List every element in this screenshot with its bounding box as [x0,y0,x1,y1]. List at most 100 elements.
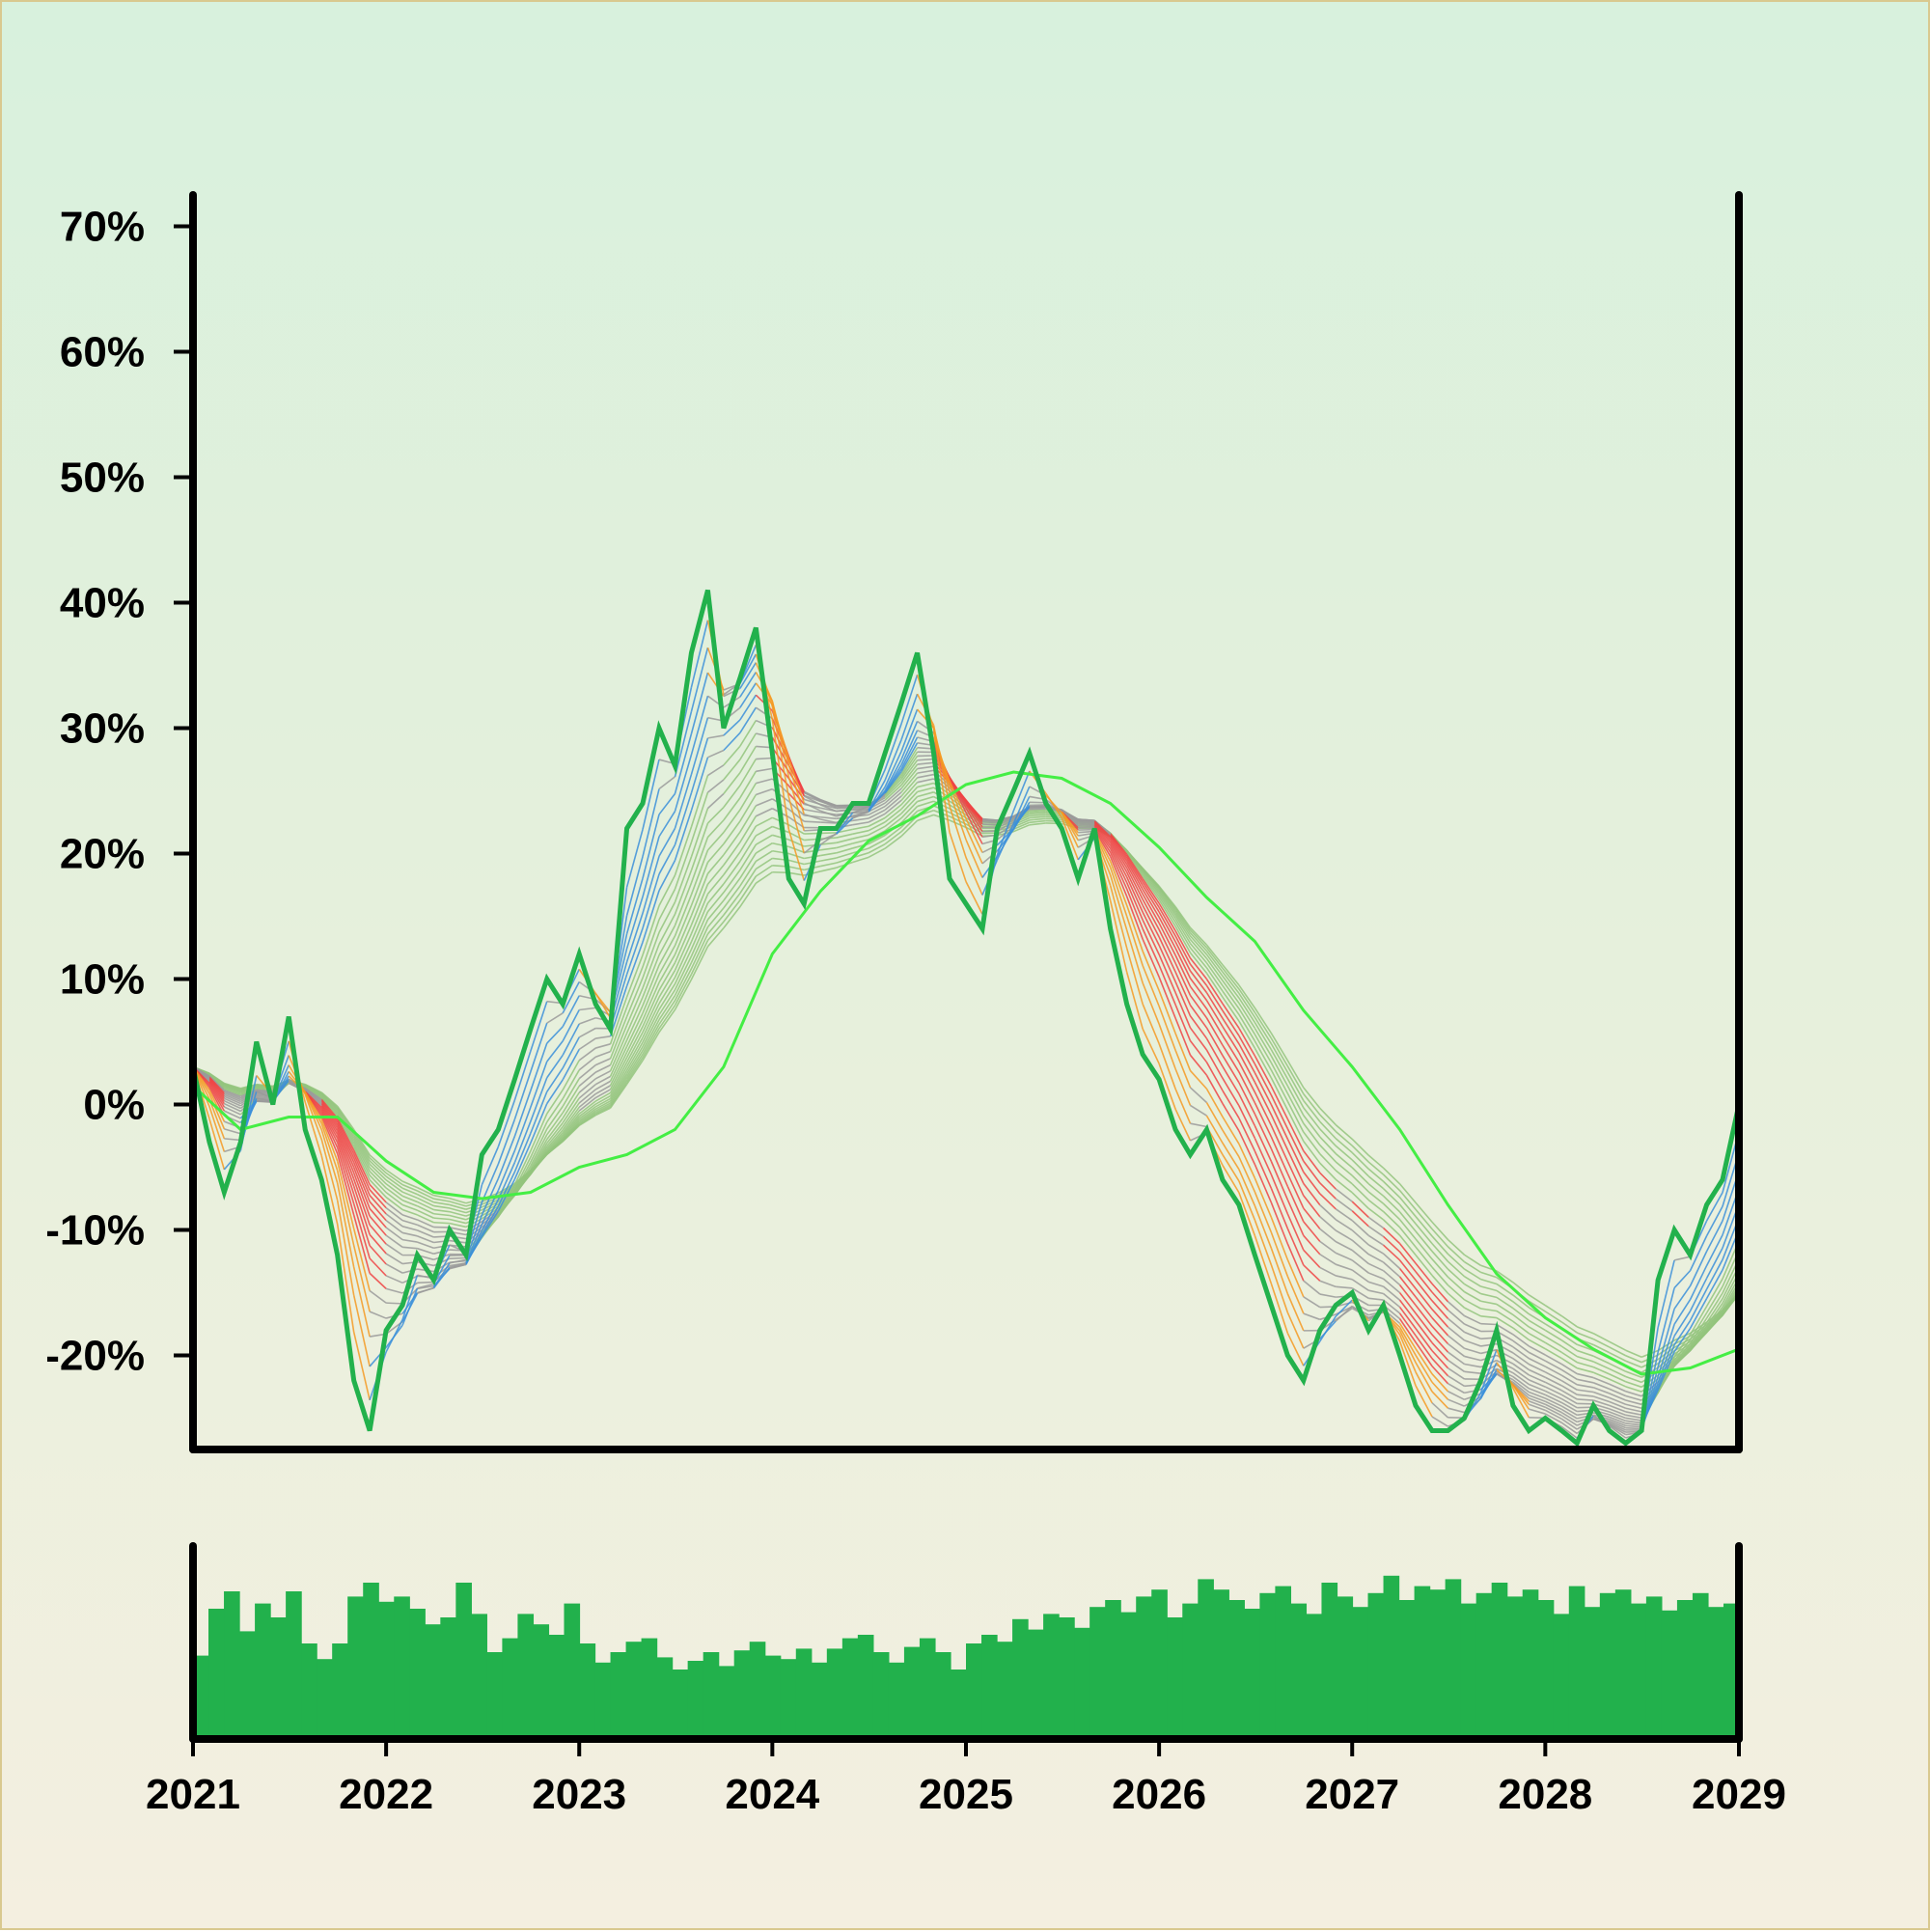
ribbon-segment [1432,1374,1448,1392]
ribbon-segment [1384,1262,1400,1277]
ribbon-segment [837,853,853,858]
ribbon-segment [1368,1155,1383,1168]
ribbon-segment [450,1224,466,1228]
volume-bar [440,1617,456,1739]
ribbon-segment [1448,1261,1464,1277]
ribbon-segment [837,834,853,838]
ribbon-segment [417,1249,433,1255]
x-tick-label: 2024 [725,1771,819,1818]
ribbon-segment [918,766,934,768]
volume-bar [626,1642,643,1739]
ribbon-segment [1577,1394,1593,1396]
ribbon-segment [853,826,868,829]
ribbon-segment [1626,1415,1641,1418]
ribbon-segment [1384,1220,1400,1235]
ribbon-segment [627,955,643,998]
ribbon-segment [1223,1143,1239,1169]
ribbon-segment [1030,813,1046,814]
volume-bar [1074,1628,1090,1739]
ribbon-segment [1320,1255,1336,1264]
ribbon-segment [1464,1292,1480,1302]
ribbon-segment [707,750,723,757]
ribbon-segment [579,1018,595,1024]
ribbon-segment [417,1206,433,1214]
ribbon-segment [1223,1130,1239,1157]
ribbon-segment [707,893,723,912]
ribbon-segment [1030,823,1046,825]
y-tick-label: 50% [60,455,145,502]
volume-bar [1461,1604,1477,1739]
ribbon-segment [918,787,934,791]
ribbon-segment [627,942,643,986]
ribbon-segment [1304,1250,1320,1267]
volume-bar [409,1609,426,1739]
ribbon-segment [1561,1369,1577,1379]
ribbon-segment [1464,1356,1480,1360]
ribbon-segment [1448,1399,1464,1406]
ribbon-segment [1143,1004,1159,1043]
volume-bar [580,1643,596,1739]
ribbon-segment [1626,1382,1641,1388]
volume-bar [1476,1593,1493,1739]
ribbon-segment [224,1139,240,1141]
ribbon-segment [1320,1281,1336,1286]
ribbon-segment [1368,1162,1383,1174]
ribbon-segment [918,779,934,783]
volume-bar [1321,1583,1337,1739]
volume-bar [1708,1607,1724,1739]
ribbon-segment [675,870,691,915]
ribbon-segment [1464,1300,1480,1309]
ribbon-segment [1336,1153,1352,1167]
ribbon-segment [417,1242,433,1248]
ribbon-segment [1561,1346,1577,1357]
x-tick-label: 2023 [532,1771,626,1818]
ribbon-segment [756,827,772,836]
y-tick-label: -10% [45,1207,145,1255]
ribbon-segment [1448,1293,1464,1308]
ribbon-segment [433,1223,449,1224]
ribbon-segment [659,844,675,873]
volume-bar [765,1656,782,1739]
x-tick-label: 2027 [1305,1771,1399,1818]
volume-bar [1677,1600,1694,1739]
ribbon-segment [531,1104,547,1144]
ribbon-segment [1384,1254,1400,1268]
price-line [193,591,1739,1444]
ribbon-segment [1513,1302,1529,1314]
ribbon-segment [659,861,675,891]
ribbon-segment [1190,1016,1206,1038]
volume-bar [703,1652,720,1739]
ribbon-segment [740,695,756,720]
ribbon-segment [1577,1390,1593,1392]
ribbon-segment [402,1209,417,1214]
ribbon-segment [1175,1089,1190,1123]
ribbon-segment [1626,1408,1641,1412]
ribbon-segment [370,1273,386,1288]
ribbon-segment [1464,1364,1480,1366]
ribbon-segment [1206,1103,1222,1131]
volume-bar [1569,1587,1585,1739]
ribbon-segment [918,775,934,778]
ribbon-segment [579,1072,595,1086]
ribbon-segment [1577,1385,1593,1388]
ribbon-segment [547,1080,563,1104]
ribbon-segment [1030,814,1046,815]
ribbon-segment [1513,1321,1529,1333]
ribbon-segment [1513,1283,1529,1295]
volume-bar [1259,1593,1276,1739]
ribbon-segment [1352,1193,1368,1208]
volume-bar [1538,1600,1555,1739]
ribbon-segment [837,843,853,848]
ribbon-segment [659,777,675,789]
volume-bar [842,1639,859,1739]
volume-bar [1244,1609,1260,1739]
ribbon-segment [788,860,804,864]
ribbon-segment [724,810,740,832]
ribbon-segment [707,808,723,824]
ribbon-segment [595,1044,610,1048]
ribbon-segment [1610,1409,1626,1415]
ribbon-segment [659,984,675,1009]
ribbon-segment [433,1202,449,1205]
ribbon-segment [1432,1417,1448,1426]
ribbon-segment [1464,1332,1480,1339]
